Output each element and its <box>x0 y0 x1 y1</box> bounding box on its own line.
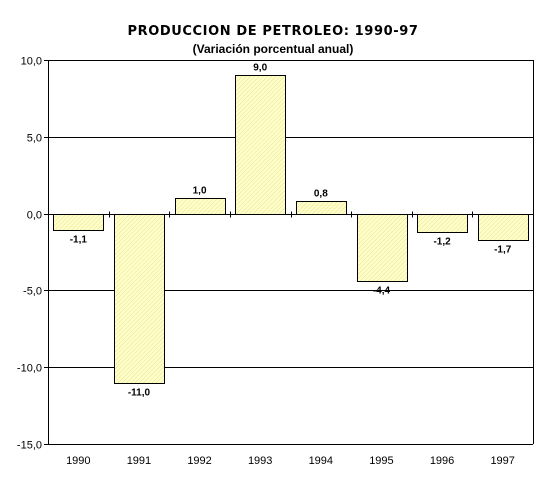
bar-1990 <box>53 214 104 231</box>
y-tick-label: -5,0 <box>23 286 42 298</box>
x-tick-label: 1991 <box>127 455 151 467</box>
x-tick-label: 1993 <box>248 455 272 467</box>
data-label-1997: -1,7 <box>494 245 512 256</box>
plot-area: 10,0 5,0 0,0 -5,0 -10,0 -15,0 -1,1 1990 -11,0 199… <box>17 56 534 467</box>
bar-1993 <box>235 75 286 215</box>
y-tick-label: 10,0 <box>21 56 42 68</box>
bar-1996 <box>417 214 468 233</box>
y-tick-label: 5,0 <box>27 133 42 145</box>
data-label-1992: 1,0 <box>193 186 207 197</box>
bar-1997 <box>478 214 529 241</box>
y-tick-label: -15,0 <box>17 440 42 452</box>
bar-1994 <box>296 201 347 215</box>
x-tick-label: 1995 <box>369 455 393 467</box>
bar-1991 <box>114 214 165 384</box>
x-tick-label: 1992 <box>187 455 211 467</box>
data-label-1996: -1,2 <box>433 237 451 248</box>
chart-title: PRODUCCION DE PETROLEO: 1990-97 <box>127 24 418 39</box>
bar-1995 <box>357 214 408 282</box>
data-label-1991: -11,0 <box>128 388 151 399</box>
x-tick-label: 1994 <box>309 455 333 467</box>
data-label-1994: 0,8 <box>314 189 328 200</box>
y-tick-label: 0,0 <box>27 210 42 222</box>
data-label-1993: 9,0 <box>253 63 267 74</box>
bar-1992 <box>175 198 226 215</box>
y-tick-label: -10,0 <box>17 363 42 375</box>
x-tick-label: 1990 <box>66 455 90 467</box>
x-tick-label: 1997 <box>490 455 514 467</box>
x-tick-label: 1996 <box>430 455 454 467</box>
data-label-1995: -4,4 <box>373 286 391 297</box>
data-label-1990: -1,1 <box>70 235 88 246</box>
chart-subtitle: (Variación porcentual anual) <box>193 42 354 56</box>
